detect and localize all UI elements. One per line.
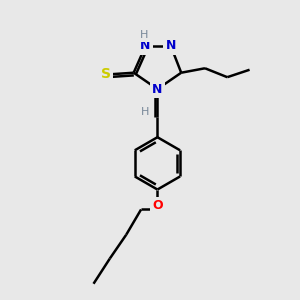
- Text: S: S: [101, 67, 111, 81]
- Text: H: H: [141, 107, 149, 117]
- Text: N: N: [166, 40, 176, 52]
- Text: N: N: [140, 40, 151, 52]
- Text: N: N: [152, 82, 163, 96]
- Text: H: H: [140, 30, 148, 40]
- Text: O: O: [152, 200, 163, 212]
